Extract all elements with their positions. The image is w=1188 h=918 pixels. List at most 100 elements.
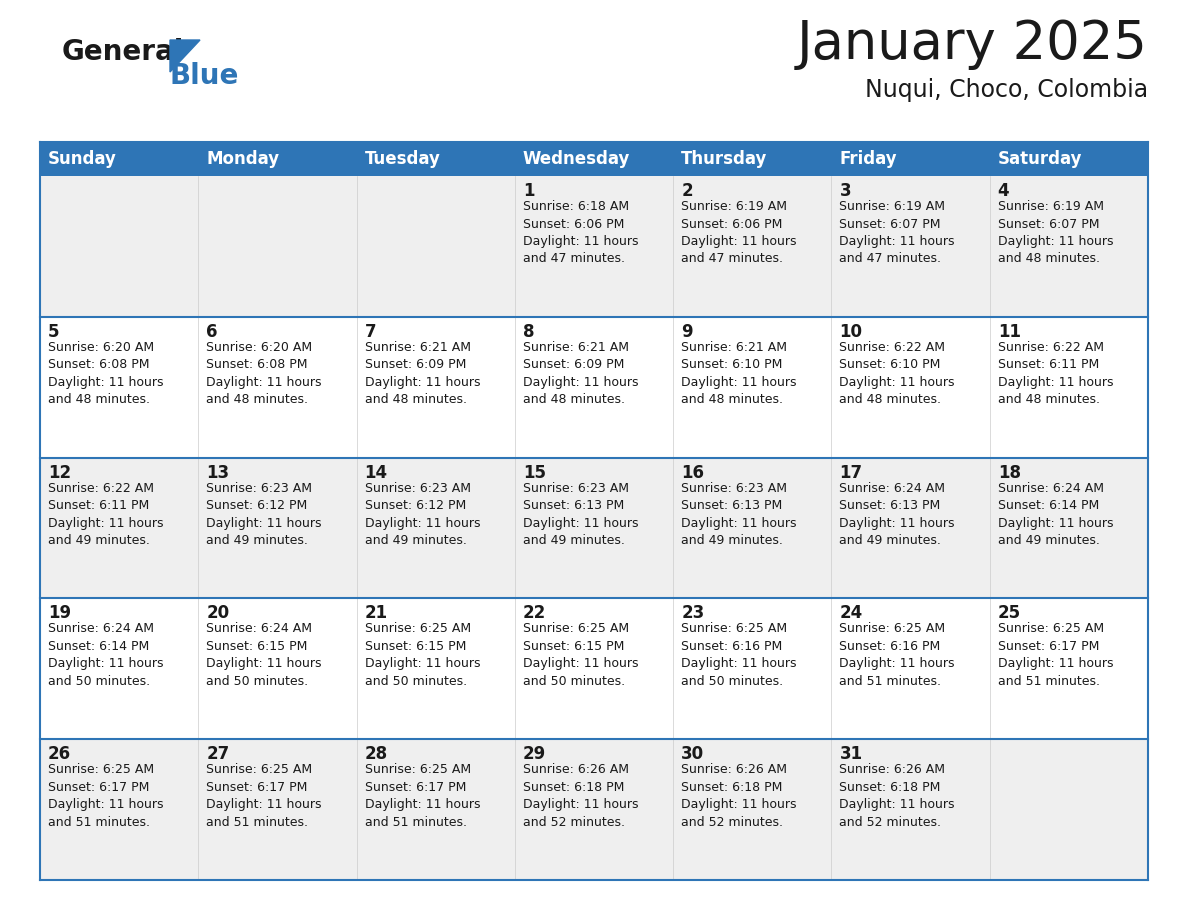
Bar (356, 176, 514, 317)
Text: Sunrise: 6:21 AM
Sunset: 6:09 PM
Daylight: 11 hours
and 48 minutes.: Sunrise: 6:21 AM Sunset: 6:09 PM Dayligh… (523, 341, 638, 407)
Bar (832, 739, 990, 880)
Text: 12: 12 (48, 464, 71, 482)
Text: 16: 16 (681, 464, 704, 482)
Bar (198, 457, 356, 599)
Text: Monday: Monday (207, 150, 279, 168)
Bar (832, 457, 990, 599)
Text: Sunrise: 6:20 AM
Sunset: 6:08 PM
Daylight: 11 hours
and 48 minutes.: Sunrise: 6:20 AM Sunset: 6:08 PM Dayligh… (207, 341, 322, 407)
Text: Sunrise: 6:24 AM
Sunset: 6:14 PM
Daylight: 11 hours
and 50 minutes.: Sunrise: 6:24 AM Sunset: 6:14 PM Dayligh… (48, 622, 164, 688)
Bar (40, 457, 198, 599)
Text: Thursday: Thursday (681, 150, 767, 168)
Text: Sunrise: 6:25 AM
Sunset: 6:17 PM
Daylight: 11 hours
and 51 minutes.: Sunrise: 6:25 AM Sunset: 6:17 PM Dayligh… (48, 763, 164, 829)
Bar (514, 739, 674, 880)
Text: Sunrise: 6:21 AM
Sunset: 6:10 PM
Daylight: 11 hours
and 48 minutes.: Sunrise: 6:21 AM Sunset: 6:10 PM Dayligh… (681, 341, 797, 407)
Text: Saturday: Saturday (998, 150, 1082, 168)
Text: Sunrise: 6:19 AM
Sunset: 6:06 PM
Daylight: 11 hours
and 47 minutes.: Sunrise: 6:19 AM Sunset: 6:06 PM Dayligh… (681, 200, 797, 265)
Text: Sunrise: 6:23 AM
Sunset: 6:13 PM
Daylight: 11 hours
and 49 minutes.: Sunrise: 6:23 AM Sunset: 6:13 PM Dayligh… (681, 482, 797, 547)
Text: 10: 10 (840, 323, 862, 341)
Bar (990, 142, 1148, 176)
Text: 31: 31 (840, 745, 862, 763)
Bar (832, 176, 990, 317)
Text: 21: 21 (365, 604, 387, 622)
Text: 8: 8 (523, 323, 535, 341)
Text: 25: 25 (998, 604, 1020, 622)
Text: Sunrise: 6:26 AM
Sunset: 6:18 PM
Daylight: 11 hours
and 52 minutes.: Sunrise: 6:26 AM Sunset: 6:18 PM Dayligh… (523, 763, 638, 829)
Text: Sunrise: 6:24 AM
Sunset: 6:13 PM
Daylight: 11 hours
and 49 minutes.: Sunrise: 6:24 AM Sunset: 6:13 PM Dayligh… (840, 482, 955, 547)
Bar (40, 599, 198, 739)
Text: 18: 18 (998, 464, 1020, 482)
Text: 27: 27 (207, 745, 229, 763)
Bar (674, 457, 832, 599)
Text: 22: 22 (523, 604, 546, 622)
Text: 29: 29 (523, 745, 546, 763)
Bar (832, 317, 990, 457)
Text: Sunrise: 6:22 AM
Sunset: 6:10 PM
Daylight: 11 hours
and 48 minutes.: Sunrise: 6:22 AM Sunset: 6:10 PM Dayligh… (840, 341, 955, 407)
Text: Sunrise: 6:26 AM
Sunset: 6:18 PM
Daylight: 11 hours
and 52 minutes.: Sunrise: 6:26 AM Sunset: 6:18 PM Dayligh… (681, 763, 797, 829)
Text: Sunrise: 6:20 AM
Sunset: 6:08 PM
Daylight: 11 hours
and 48 minutes.: Sunrise: 6:20 AM Sunset: 6:08 PM Dayligh… (48, 341, 164, 407)
Text: Sunrise: 6:21 AM
Sunset: 6:09 PM
Daylight: 11 hours
and 48 minutes.: Sunrise: 6:21 AM Sunset: 6:09 PM Dayligh… (365, 341, 480, 407)
Bar (40, 739, 198, 880)
Text: Tuesday: Tuesday (365, 150, 441, 168)
Bar (674, 317, 832, 457)
Text: Sunrise: 6:25 AM
Sunset: 6:17 PM
Daylight: 11 hours
and 51 minutes.: Sunrise: 6:25 AM Sunset: 6:17 PM Dayligh… (207, 763, 322, 829)
Bar (674, 142, 832, 176)
Polygon shape (170, 40, 200, 72)
Text: 30: 30 (681, 745, 704, 763)
Text: Sunrise: 6:23 AM
Sunset: 6:12 PM
Daylight: 11 hours
and 49 minutes.: Sunrise: 6:23 AM Sunset: 6:12 PM Dayligh… (365, 482, 480, 547)
Text: Nuqui, Choco, Colombia: Nuqui, Choco, Colombia (865, 78, 1148, 102)
Text: Sunrise: 6:23 AM
Sunset: 6:13 PM
Daylight: 11 hours
and 49 minutes.: Sunrise: 6:23 AM Sunset: 6:13 PM Dayligh… (523, 482, 638, 547)
Bar (40, 317, 198, 457)
Bar (198, 142, 356, 176)
Text: Sunrise: 6:25 AM
Sunset: 6:15 PM
Daylight: 11 hours
and 50 minutes.: Sunrise: 6:25 AM Sunset: 6:15 PM Dayligh… (523, 622, 638, 688)
Bar (674, 739, 832, 880)
Bar (356, 317, 514, 457)
Text: 26: 26 (48, 745, 71, 763)
Text: 23: 23 (681, 604, 704, 622)
Text: 3: 3 (840, 182, 851, 200)
Bar (356, 599, 514, 739)
Bar (198, 176, 356, 317)
Text: January 2025: January 2025 (797, 18, 1148, 70)
Text: Wednesday: Wednesday (523, 150, 630, 168)
Text: Sunrise: 6:25 AM
Sunset: 6:16 PM
Daylight: 11 hours
and 51 minutes.: Sunrise: 6:25 AM Sunset: 6:16 PM Dayligh… (840, 622, 955, 688)
Text: Sunrise: 6:18 AM
Sunset: 6:06 PM
Daylight: 11 hours
and 47 minutes.: Sunrise: 6:18 AM Sunset: 6:06 PM Dayligh… (523, 200, 638, 265)
Text: Blue: Blue (170, 62, 239, 90)
Bar (356, 739, 514, 880)
Bar (40, 176, 198, 317)
Text: 24: 24 (840, 604, 862, 622)
Bar (198, 599, 356, 739)
Text: Sunrise: 6:25 AM
Sunset: 6:16 PM
Daylight: 11 hours
and 50 minutes.: Sunrise: 6:25 AM Sunset: 6:16 PM Dayligh… (681, 622, 797, 688)
Text: Sunrise: 6:19 AM
Sunset: 6:07 PM
Daylight: 11 hours
and 48 minutes.: Sunrise: 6:19 AM Sunset: 6:07 PM Dayligh… (998, 200, 1113, 265)
Bar (990, 317, 1148, 457)
Bar (198, 739, 356, 880)
Text: 9: 9 (681, 323, 693, 341)
Bar (198, 317, 356, 457)
Bar (514, 457, 674, 599)
Text: 28: 28 (365, 745, 387, 763)
Bar (356, 457, 514, 599)
Text: 15: 15 (523, 464, 545, 482)
Text: 5: 5 (48, 323, 59, 341)
Text: 6: 6 (207, 323, 217, 341)
Bar (514, 317, 674, 457)
Text: 19: 19 (48, 604, 71, 622)
Text: Sunrise: 6:24 AM
Sunset: 6:15 PM
Daylight: 11 hours
and 50 minutes.: Sunrise: 6:24 AM Sunset: 6:15 PM Dayligh… (207, 622, 322, 688)
Bar (674, 599, 832, 739)
Text: 4: 4 (998, 182, 1010, 200)
Text: 20: 20 (207, 604, 229, 622)
Bar (514, 142, 674, 176)
Bar (990, 739, 1148, 880)
Text: Friday: Friday (840, 150, 897, 168)
Bar (514, 599, 674, 739)
Text: Sunrise: 6:22 AM
Sunset: 6:11 PM
Daylight: 11 hours
and 49 minutes.: Sunrise: 6:22 AM Sunset: 6:11 PM Dayligh… (48, 482, 164, 547)
Bar (990, 457, 1148, 599)
Text: Sunrise: 6:25 AM
Sunset: 6:17 PM
Daylight: 11 hours
and 51 minutes.: Sunrise: 6:25 AM Sunset: 6:17 PM Dayligh… (998, 622, 1113, 688)
Text: 13: 13 (207, 464, 229, 482)
Text: 1: 1 (523, 182, 535, 200)
Text: 7: 7 (365, 323, 377, 341)
Text: 11: 11 (998, 323, 1020, 341)
Bar (832, 599, 990, 739)
Text: Sunrise: 6:19 AM
Sunset: 6:07 PM
Daylight: 11 hours
and 47 minutes.: Sunrise: 6:19 AM Sunset: 6:07 PM Dayligh… (840, 200, 955, 265)
Text: 17: 17 (840, 464, 862, 482)
Text: Sunrise: 6:24 AM
Sunset: 6:14 PM
Daylight: 11 hours
and 49 minutes.: Sunrise: 6:24 AM Sunset: 6:14 PM Dayligh… (998, 482, 1113, 547)
